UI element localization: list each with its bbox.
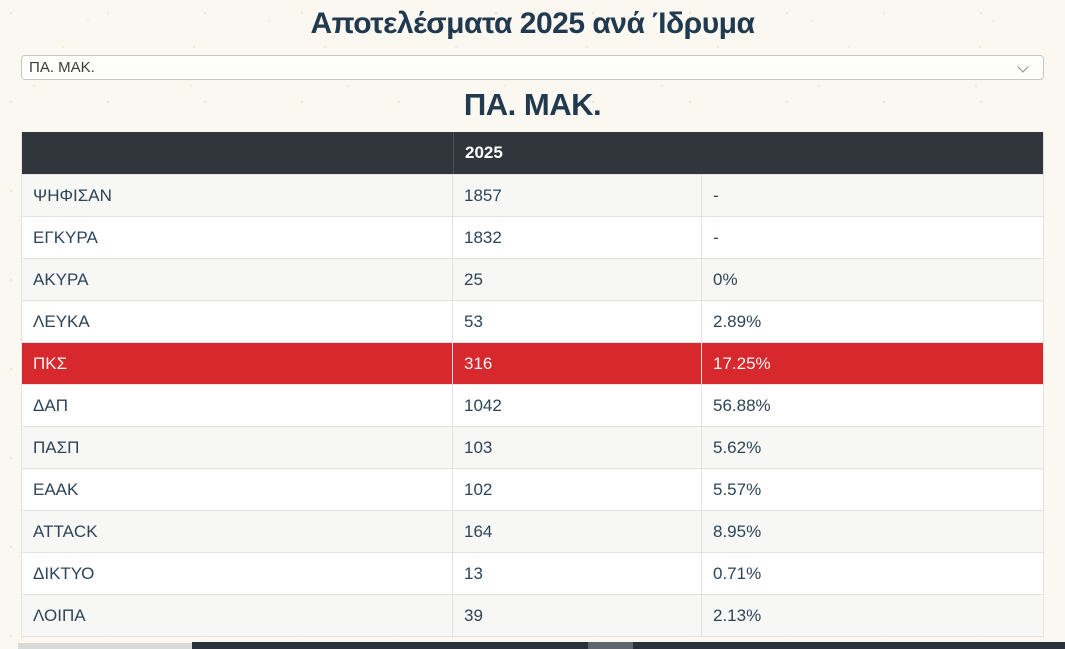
row-label: ΠΚΣ [22,343,453,384]
row-percent: 2.89% [713,311,762,331]
row-percent: - [713,227,719,247]
page-title: Αποτελέσματα 2025 ανά Ίδρυμα [310,7,755,40]
row-votes: 1042 [453,385,702,426]
table-row: ΠΑΣΠ 103 5.62% [22,426,1043,468]
row-votes: 102 [453,469,702,510]
row-percent: 5.57% [713,479,762,499]
row-label: ΔΙΚΤΥΟ [22,553,453,594]
row-percent: 56.88% [713,395,771,415]
table-header-percent-cell [703,132,1044,174]
row-percent: 8.95% [713,521,762,541]
page-hscrollbar-thumb[interactable] [18,643,192,649]
row-label: ΕΓΚΥΡΑ [22,217,453,258]
row-votes: 1832 [453,217,702,258]
row-votes: 25 [453,259,702,300]
chevron-down-icon [1017,61,1029,73]
row-label: ATTACK [22,511,453,552]
next-table-hscrollbar-thumb[interactable] [588,642,633,649]
table-row: ΛΕΥΚΑ 53 2.89% [22,300,1043,342]
table-row: ATTACK 164 8.95% [22,510,1043,552]
row-percent: 17.25% [713,353,771,373]
table-header-row: 2025 [22,132,1043,174]
table-row: ΔΑΠ 1042 56.88% [22,384,1043,426]
institution-select[interactable]: ΠΑ. ΜΑΚ. [21,55,1044,80]
table-header-year-cell: 2025 [465,143,503,162]
row-votes: 39 [453,595,702,636]
table-row: ΔΙΚΤΥΟ 13 0.71% [22,552,1043,594]
row-label: ΛΕΥΚΑ [22,301,453,342]
table-row: ΑΚΥΡΑ 25 0% [22,258,1043,300]
row-percent: 5.62% [713,437,762,457]
row-votes: 53 [453,301,702,342]
row-votes: 164 [453,511,702,552]
table-row: ΨΗΦΙΣΑΝ 1857 - [22,174,1043,216]
institution-select-value: ΠΑ. ΜΑΚ. [29,59,95,76]
row-label: ΛΟΙΠΑ [22,595,453,636]
table-row-highlighted: ΠΚΣ 316 17.25% [22,342,1043,384]
row-label: ΕΑΑΚ [22,469,453,510]
row-label: ΠΑΣΠ [22,427,453,468]
row-percent: - [713,185,719,205]
row-label: ΔΑΠ [22,385,453,426]
table-row: ΛΟΙΠΑ 39 2.13% [22,594,1043,636]
bottom-scrollbar [0,642,1065,649]
row-percent: 2.13% [713,605,762,625]
row-votes: 13 [453,553,702,594]
table-header-label-cell [22,132,454,174]
next-table-hscrollbar-track[interactable] [192,642,1065,649]
table-row: ΕΓΚΥΡΑ 1832 - [22,216,1043,258]
table-row: ΕΑΑΚ 102 5.57% [22,468,1043,510]
section-heading: ΠΑ. ΜΑΚ. [463,87,602,122]
row-label: ΨΗΦΙΣΑΝ [22,175,453,216]
row-votes: 103 [453,427,702,468]
row-percent: 0.71% [713,563,762,583]
row-votes: 316 [453,343,702,384]
row-percent: 0% [713,269,738,289]
row-votes: 1857 [453,175,702,216]
row-label: ΑΚΥΡΑ [22,259,453,300]
results-table: 2025 ΨΗΦΙΣΑΝ 1857 - ΕΓΚΥΡΑ 1832 - ΑΚΥΡΑ … [21,132,1044,637]
